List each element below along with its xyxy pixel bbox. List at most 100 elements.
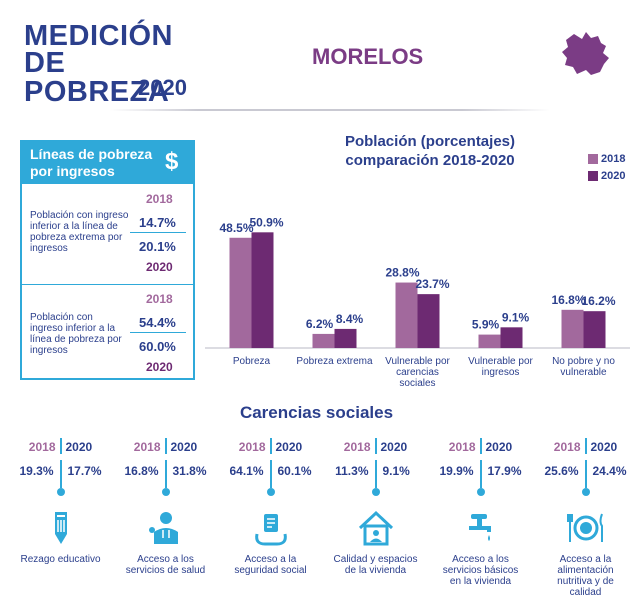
water-tap-icon xyxy=(468,514,491,541)
bar-label-2020-4: 16.2% xyxy=(581,294,615,308)
lineas-row1-value-2020: 20.1% xyxy=(139,239,176,254)
carencia-item-3: 2018 2020 11.3% 9.1% Calidad y espacios de l… xyxy=(323,430,428,603)
bar-label-2020-3: 9.1% xyxy=(502,310,530,324)
carencia-value-2018: 64.1% xyxy=(229,464,264,478)
carencia-year-2020: 2020 xyxy=(380,440,408,454)
lineas-row1-divider xyxy=(130,232,186,233)
carencia-connector xyxy=(59,460,62,488)
state-map-icon xyxy=(562,32,609,75)
pencil-icon xyxy=(54,512,67,544)
carencia-year-2018: 2018 xyxy=(343,440,371,454)
carencia-year-2020: 2020 xyxy=(65,440,93,454)
carencia-year-divider xyxy=(374,438,377,454)
chart-title: Población (porcentajes) comparación 2018… xyxy=(344,133,516,169)
carencia-year-2018: 2018 xyxy=(133,440,161,454)
carencia-value-2020: 17.9% xyxy=(487,464,522,478)
carencia-label: Calidad y espacios de la vivienda xyxy=(333,554,418,576)
carencia-year-divider xyxy=(479,438,482,454)
bar-2018-2 xyxy=(395,282,418,348)
bar-label-2018-1: 6.2% xyxy=(306,317,334,331)
category-label-3: ingresos xyxy=(482,367,520,378)
category-label-2: Vulnerable por xyxy=(385,356,450,367)
doctor-icon xyxy=(148,512,178,544)
bar-label-2018-4: 16.8% xyxy=(551,293,585,307)
carencia-connector-dot xyxy=(581,488,590,496)
lineas-row1-year-2020: 2020 xyxy=(146,260,173,274)
bar-chart: 48.5%50.9% Pobreza 6.2% 8.4% Pobreza extrema… xyxy=(205,215,630,389)
bar-2020-2 xyxy=(417,294,440,348)
category-label-4: No pobre y no xyxy=(552,356,615,367)
carencia-connector xyxy=(479,460,482,488)
carencia-year-divider xyxy=(59,438,62,454)
house-icon xyxy=(358,510,393,546)
carencia-year-2018: 2018 xyxy=(28,440,56,454)
carencia-year-divider xyxy=(164,438,167,454)
lineas-row2-desc: Población con ingreso inferior a la líne… xyxy=(30,312,122,356)
carencia-value-2018: 19.3% xyxy=(19,464,54,478)
lineas-row2-year-2018: 2018 xyxy=(146,292,173,306)
dollar-sign-icon: $ xyxy=(165,148,179,175)
lineas-section-divider xyxy=(22,284,193,285)
lineas-row2-year-2020: 2020 xyxy=(146,360,173,374)
carencia-year-2018: 2018 xyxy=(448,440,476,454)
logo-year: 2020 xyxy=(138,75,187,100)
carencia-label: Acceso a la seguridad social xyxy=(234,554,307,576)
bar-2020-4 xyxy=(583,311,606,348)
carencia-item-5: 2018 2020 25.6% 24.4% Acceso a la alimentaci… xyxy=(533,430,633,603)
carencia-value-2020: 9.1% xyxy=(382,464,410,478)
carencia-connector xyxy=(374,460,377,488)
social-security-icon xyxy=(254,514,287,546)
carencia-item-1: 2018 2020 16.8% 31.8% Acceso a los servicios… xyxy=(113,430,218,603)
carencia-year-2018: 2018 xyxy=(238,440,266,454)
category-label-4: vulnerable xyxy=(560,367,607,378)
carencia-connector xyxy=(164,460,167,488)
lineas-row1-value-2018: 14.7% xyxy=(139,215,176,230)
legend-label-2020: 2020 xyxy=(601,170,626,182)
carencia-item-4: 2018 2020 19.9% 17.9% Acceso a los servicios… xyxy=(428,430,533,603)
state-title: MORELOS xyxy=(312,44,424,69)
lineas-row2-value-2020: 60.0% xyxy=(139,339,176,354)
category-label-0: Pobreza xyxy=(233,356,271,367)
category-label-2: sociales xyxy=(399,378,435,389)
carencia-value-2020: 60.1% xyxy=(277,464,312,478)
legend-swatch-2018 xyxy=(588,154,598,164)
carencia-value-2018: 25.6% xyxy=(544,464,579,478)
carencia-year-2020: 2020 xyxy=(170,440,198,454)
carencia-item-0: 2018 2020 19.3% 17.7% Rezago educativo xyxy=(8,430,113,603)
bar-label-2018-0: 48.5% xyxy=(219,221,253,235)
bar-2020-0 xyxy=(251,232,274,348)
bar-label-2020-0: 50.9% xyxy=(249,215,283,229)
lineas-row1-year-2018: 2018 xyxy=(146,192,173,206)
carencia-value-2018: 19.9% xyxy=(439,464,474,478)
carencia-year-divider xyxy=(269,438,272,454)
bar-label-2018-2: 28.8% xyxy=(385,266,419,280)
carencia-connector-dot xyxy=(266,488,275,496)
carencia-label: Acceso a los servicios de salud xyxy=(125,554,206,576)
lineas-header: Líneas de pobreza por ingresos $ xyxy=(22,142,193,184)
bar-2018-1 xyxy=(312,333,335,348)
bar-2020-1 xyxy=(334,328,357,348)
lineas-panel: Líneas de pobreza por ingresos $ 2018 Po… xyxy=(20,140,195,380)
carencias-row: 2018 2020 19.3% 17.7% Rezago educativo 2018 20… xyxy=(0,430,633,603)
carencia-label: Acceso a los servicios básicos en la viv… xyxy=(442,554,519,587)
logo-line2: DE POBREZA xyxy=(24,47,170,108)
food-plate-icon xyxy=(566,513,603,542)
carencias-title: Carencias sociales xyxy=(239,403,394,422)
category-label-3: Vulnerable por xyxy=(468,356,533,367)
category-label-2: carencias xyxy=(396,367,439,378)
carencia-label: Rezago educativo xyxy=(20,554,101,565)
carencia-connector-dot xyxy=(161,488,170,496)
carencia-year-2020: 2020 xyxy=(275,440,303,454)
carencia-year-divider xyxy=(584,438,587,454)
carencia-connector-dot xyxy=(476,488,485,496)
bar-label-2018-3: 5.9% xyxy=(472,318,500,332)
carencia-connector-dot xyxy=(371,488,380,496)
carencia-value-2020: 24.4% xyxy=(592,464,627,478)
carencia-connector-dot xyxy=(56,488,65,496)
carencia-connector xyxy=(584,460,587,488)
legend-swatch-2020 xyxy=(588,171,598,181)
bar-2018-4 xyxy=(561,309,584,348)
carencia-value-2018: 16.8% xyxy=(124,464,159,478)
category-label-1: Pobreza extrema xyxy=(296,356,373,367)
carencia-connector xyxy=(269,460,272,488)
